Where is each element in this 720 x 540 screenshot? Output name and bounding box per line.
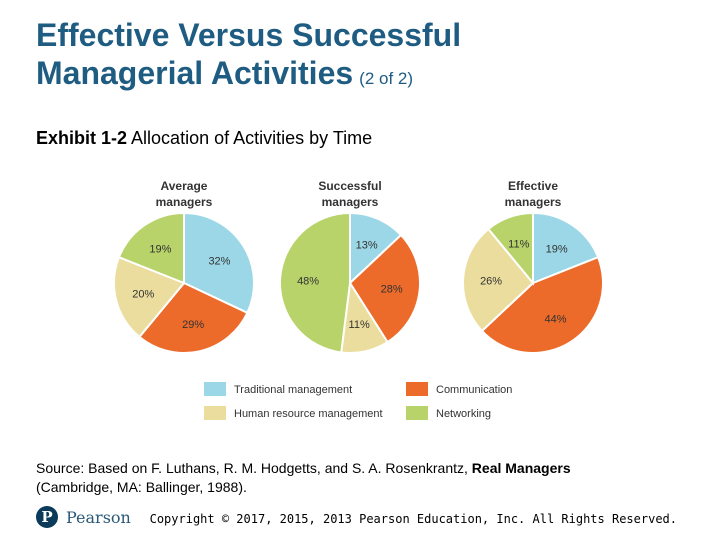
pie-slice-label: 48% [297,275,319,287]
legend-swatch-traditional-management [204,382,226,396]
exhibit-caption: Exhibit 1-2 Allocation of Activities by … [36,128,372,149]
pie-slice-label: 19% [149,243,171,255]
exhibit-label: Exhibit 1-2 [36,128,128,148]
pie-slice-traditional-management [349,211,403,286]
pie-slice-label: 29% [182,319,204,331]
pie-slice-human-resource-management [462,227,535,333]
pie-slice-traditional-management [532,211,600,285]
pie-slice-communication [480,255,604,354]
pie-slice-label: 13% [356,239,378,251]
pie-slice-label: 11% [349,319,370,331]
pie-slice-label: 20% [132,288,154,300]
source-note: Source: Based on F. Luthans, R. M. Hodge… [36,459,696,497]
source-prefix: Source: Based on F. Luthans, R. M. Hodge… [36,460,468,476]
pie-title-line: managers [156,195,213,209]
pie-slice-label: 19% [546,243,568,255]
pie-effective-managers: Effective managers 19% 44% 26% 11% [462,179,604,354]
legend-label: Traditional management [234,384,352,396]
chart-legend: Traditional management Communication Human… [204,382,512,420]
pie-slice-label: 26% [480,275,502,287]
legend-swatch-communication [406,382,428,396]
pie-successful-managers: Successful managers 13% 28% 11% 48% [279,179,421,354]
pie-slice-human-resource-management [113,255,186,339]
title-line-1: Effective Versus Successful [36,17,462,53]
legend-swatch-human-resource-management [204,406,226,420]
title-suffix: (2 of 2) [359,69,414,88]
pie-slice-communication [137,281,249,354]
pearson-logo: P Pearson [36,506,131,528]
pie-slice-networking [117,211,185,285]
legend-label: Communication [436,384,512,396]
pie-title-line: Successful [318,179,381,193]
pie-slice-traditional-management [183,211,255,315]
title-line-2: Managerial Activities [36,55,354,91]
pearson-logo-word: Pearson [66,507,131,527]
pie-average-managers: Average managers 32% 29% 20% 19% [113,179,255,354]
pie-slice-networking [279,211,351,354]
pie-charts: Average managers 32% 29% 20% 19% Successful man… [113,179,604,420]
pie-title-line: managers [505,195,562,209]
source-book: Real Managers [471,460,571,476]
legend-swatch-networking [406,406,428,420]
pie-slice-label: 44% [544,313,566,325]
pie-slice-communication [348,233,421,344]
exhibit-text: Allocation of Activities by Time [131,128,373,148]
pie-title-line: Average [161,179,208,193]
source-suffix: (Cambridge, MA: Ballinger, 1988). [36,479,247,495]
legend-label: Networking [436,408,491,420]
pie-slice-networking [486,211,534,286]
copyright: Copyright © 2017, 2015, 2013 Pearson Edu… [149,512,677,526]
pie-slice-label: 32% [208,255,230,267]
pie-slice-label: 11% [508,238,529,250]
pearson-logo-icon: P [36,506,58,528]
pie-slice-label: 28% [381,283,403,295]
slide-title: Effective Versus Successful Managerial A… [36,16,696,98]
pie-title-line: managers [322,195,379,209]
pie-title-line: Effective [508,179,558,193]
legend-label: Human resource management [234,408,383,420]
